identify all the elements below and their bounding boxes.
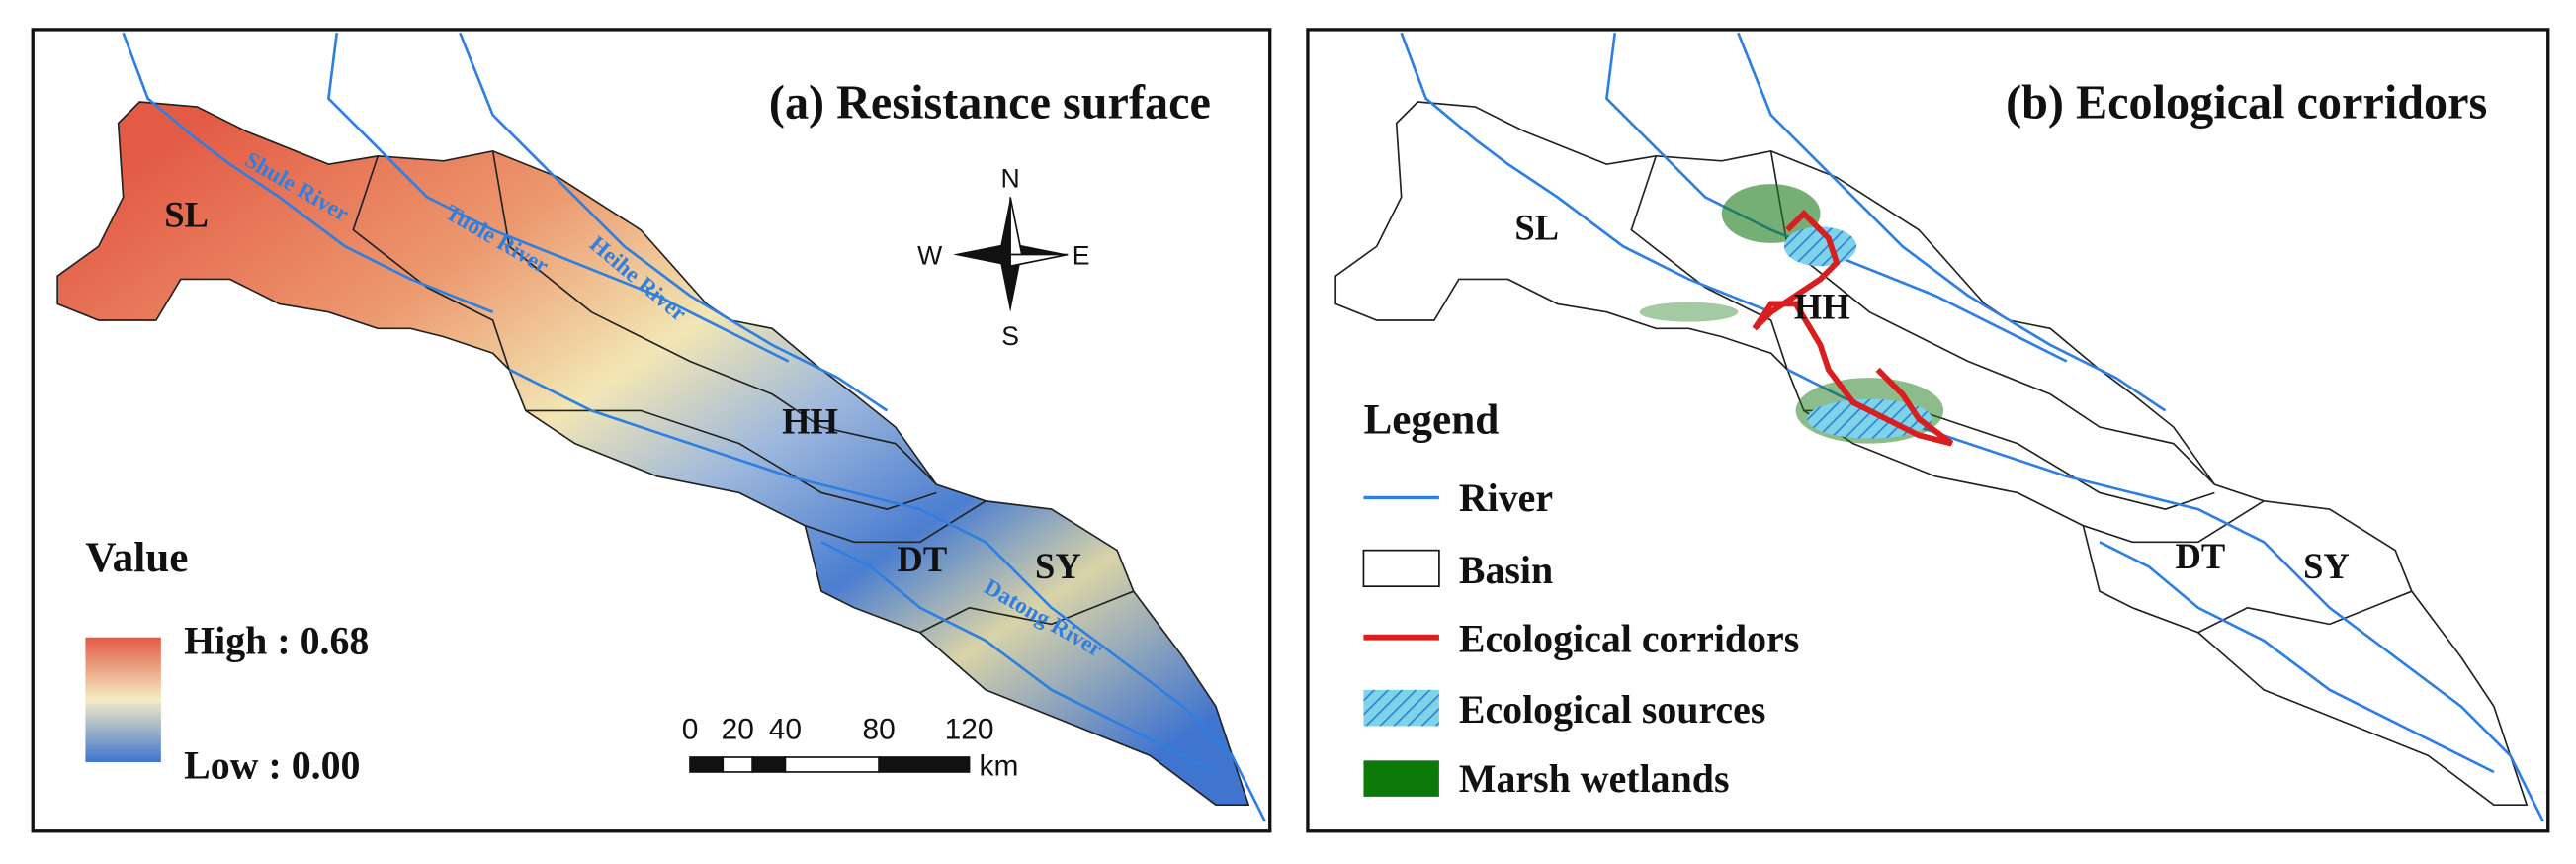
legend-title: Value bbox=[85, 535, 188, 581]
legend-title: Legend bbox=[1363, 397, 1499, 444]
scale-label: 120 bbox=[945, 714, 994, 746]
legend-high: High : 0.68 bbox=[184, 618, 369, 662]
scale-unit: km bbox=[980, 749, 1019, 782]
legend-ramp bbox=[85, 637, 161, 762]
scale-label: 20 bbox=[722, 714, 754, 746]
basin-label: SY bbox=[1035, 546, 1081, 586]
compass-label: N bbox=[1001, 163, 1020, 193]
compass-label: S bbox=[1001, 321, 1019, 351]
basin-label: DT bbox=[2175, 536, 2225, 576]
legend-label: Ecological sources bbox=[1459, 687, 1766, 732]
legend-label: Ecological corridors bbox=[1459, 617, 1799, 661]
scale-label: 0 bbox=[682, 714, 699, 746]
panel-title: (b) Ecological corridors bbox=[2006, 77, 2487, 130]
basin-label: HH bbox=[1794, 286, 1850, 326]
basin-label: DT bbox=[897, 539, 947, 579]
scale-label: 40 bbox=[769, 714, 802, 746]
basin-label: SL bbox=[164, 194, 209, 234]
panel-title: (a) Resistance surface bbox=[769, 77, 1211, 130]
compass-label: W bbox=[917, 241, 942, 271]
scale-bar bbox=[689, 756, 971, 773]
basin-label: SY bbox=[2303, 546, 2350, 586]
panel-b-map bbox=[1334, 31, 2545, 823]
basin-label: HH bbox=[782, 401, 838, 442]
scale-label: 80 bbox=[863, 714, 896, 746]
legend-symbols bbox=[1362, 495, 1440, 797]
basin-label: SL bbox=[1514, 208, 1559, 248]
legend-label: Basin bbox=[1459, 548, 1553, 592]
legend-label: River bbox=[1459, 475, 1553, 520]
compass-label: E bbox=[1073, 241, 1090, 271]
legend-label: Marsh wetlands bbox=[1459, 756, 1730, 801]
legend-low: Low : 0.00 bbox=[184, 743, 360, 788]
